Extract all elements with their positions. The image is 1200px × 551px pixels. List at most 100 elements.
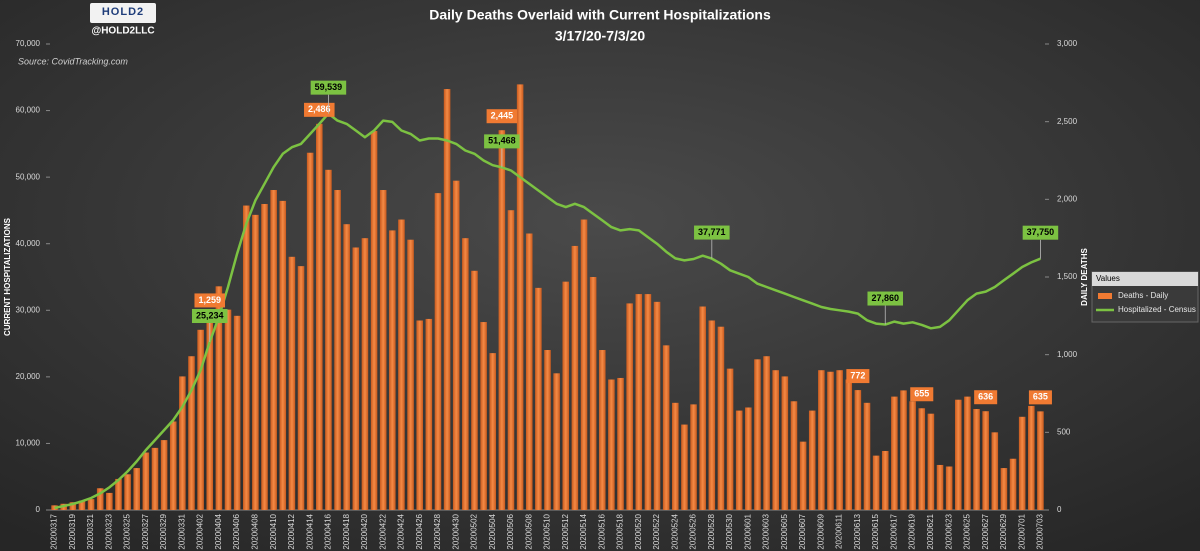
legend-title-box — [1092, 272, 1198, 286]
x-tick-label: 20200329 — [159, 513, 168, 549]
bar — [206, 314, 214, 510]
y2-axis-label: DAILY DEATHS — [1080, 248, 1089, 306]
bar — [425, 318, 433, 510]
bar — [525, 233, 533, 511]
bar — [379, 190, 387, 510]
bar — [945, 466, 953, 510]
data-label-text: 59,539 — [315, 82, 343, 92]
x-tick-label: 20200526 — [689, 513, 698, 549]
data-label-text: 25,234 — [196, 310, 224, 320]
x-tick-label: 20200410 — [269, 513, 278, 549]
data-label-box — [304, 102, 335, 117]
x-tick-label: 20200528 — [707, 513, 716, 549]
data-label: 37,771 — [694, 225, 730, 240]
bar — [598, 350, 606, 510]
y-tick-label: 10,000 — [16, 439, 41, 448]
data-label: 25,234 — [191, 309, 228, 324]
x-tick-label: 20200703 — [1036, 513, 1045, 549]
bar — [982, 411, 989, 510]
bar — [699, 306, 706, 510]
bar — [233, 315, 241, 510]
bar — [927, 413, 935, 510]
x-tick-label: 20200514 — [579, 513, 588, 549]
data-label: 59,539 — [310, 80, 347, 95]
bar — [626, 303, 633, 510]
x-tick-label: 20200325 — [123, 513, 132, 549]
bar — [389, 230, 396, 510]
data-label-box — [867, 291, 904, 306]
x-tick-label: 20200609 — [816, 513, 825, 549]
bar — [452, 180, 460, 510]
legend-swatch — [1098, 293, 1112, 299]
bar — [617, 377, 624, 510]
chart-subtitle: 3/17/20-7/3/20 — [555, 28, 646, 44]
bar — [827, 371, 834, 510]
bar — [763, 356, 770, 510]
bar — [1009, 458, 1017, 510]
bar — [133, 468, 141, 510]
bar — [535, 287, 542, 510]
bar — [407, 239, 414, 510]
x-tick-label: 20200617 — [889, 513, 898, 549]
bar — [854, 390, 862, 510]
x-tick-label: 20200319 — [68, 513, 77, 549]
bar — [909, 401, 916, 510]
x-tick-label: 20200619 — [908, 513, 917, 549]
x-tick-label: 20200404 — [214, 513, 223, 549]
data-label: 37,750 — [1022, 225, 1059, 240]
source: Source: CovidTracking.com — [18, 56, 128, 66]
x-tick-label: 20200518 — [616, 513, 625, 549]
x-tick-label: 20200331 — [177, 513, 186, 549]
x-tick-label: 20200414 — [305, 513, 314, 549]
bar — [197, 329, 204, 510]
x-tick-label: 20200603 — [762, 513, 771, 549]
bar — [754, 359, 761, 510]
bar — [370, 130, 378, 510]
bar — [507, 210, 515, 510]
data-label-text: 772 — [850, 370, 865, 380]
x-tick-label: 20200520 — [634, 513, 643, 549]
y-tick-label: 40,000 — [16, 239, 41, 248]
data-label: 1,259 — [194, 293, 226, 308]
bar — [690, 404, 697, 510]
data-label-box — [484, 134, 520, 149]
bar — [151, 447, 159, 510]
bar — [160, 440, 168, 510]
y2-tick-label: 0 — [1057, 505, 1062, 514]
bar — [416, 320, 423, 510]
y-tick-label: 20,000 — [16, 372, 41, 381]
data-label-text: 51,468 — [488, 136, 516, 146]
x-tick-label: 20200506 — [506, 513, 515, 549]
y2-tick-label: 1,000 — [1057, 350, 1078, 359]
bar — [169, 421, 177, 510]
y2-tick-label: 1,500 — [1057, 272, 1078, 281]
bar — [872, 455, 880, 510]
data-label-text: 2,486 — [308, 104, 331, 114]
x-tick-label: 20200701 — [1017, 513, 1026, 549]
bar — [608, 379, 615, 510]
bar — [818, 370, 825, 510]
y2-tick-label: 2,500 — [1057, 117, 1078, 126]
bar — [1037, 411, 1044, 510]
bar — [334, 190, 341, 510]
bar — [224, 309, 232, 510]
data-label: 51,468 — [484, 134, 520, 149]
bar — [297, 266, 305, 510]
bar — [772, 370, 779, 510]
data-label-box — [486, 109, 518, 124]
bar — [544, 350, 551, 510]
x-tick-label: 20200611 — [835, 513, 844, 549]
x-tick-label: 20200621 — [926, 513, 935, 549]
bar — [781, 376, 789, 510]
data-label-box — [974, 390, 998, 405]
x-tick-label: 20200623 — [944, 513, 953, 549]
bar — [1000, 468, 1008, 510]
bar — [681, 424, 688, 510]
x-tick-label: 20200416 — [324, 513, 333, 549]
bar — [462, 238, 469, 510]
data-label-text: 37,750 — [1027, 227, 1055, 237]
data-label: 27,860 — [867, 291, 904, 306]
logo: HOLD2 — [102, 6, 144, 18]
bar — [1018, 416, 1026, 510]
bar — [398, 219, 405, 510]
